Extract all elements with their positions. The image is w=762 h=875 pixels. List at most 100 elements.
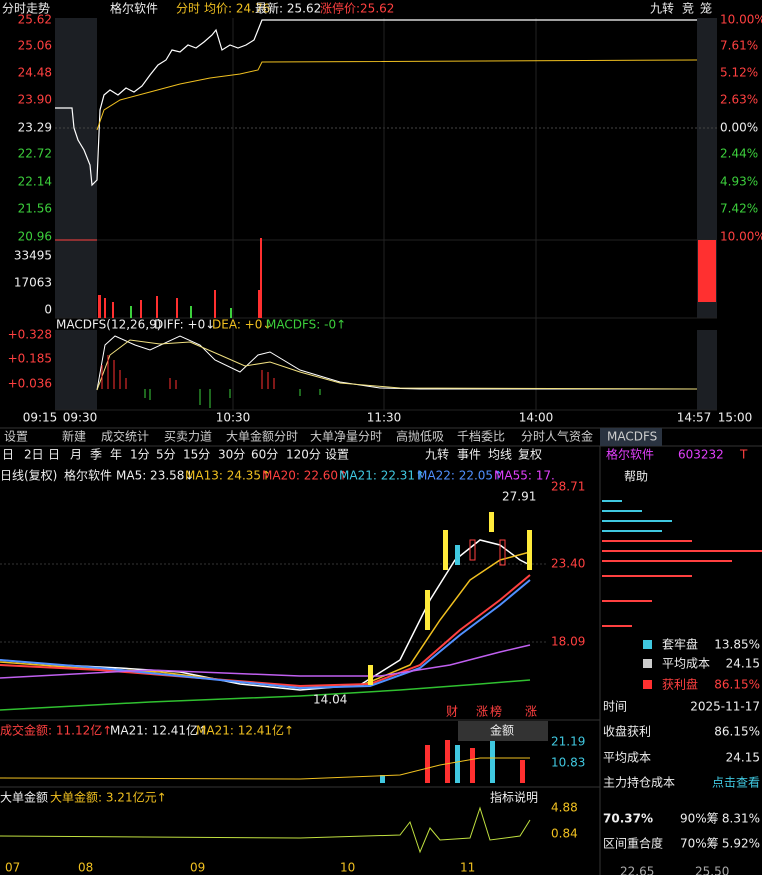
selector[interactable]: 金额 <box>490 723 514 738</box>
big-tick: 4.88 <box>551 801 578 815</box>
volume-bars-down <box>130 306 232 318</box>
pct-tick: 4.93% <box>720 175 758 189</box>
indicator-name: MACDFS(12,26,9) <box>56 318 161 332</box>
tab[interactable]: 成交统计 <box>101 429 149 444</box>
legend-item: MA13: 24.35↑ <box>185 469 271 483</box>
event-mark: 财 <box>446 705 458 719</box>
tool-button[interactable]: 竞 <box>682 2 694 16</box>
overlap-label: 区间重合度 <box>603 836 663 851</box>
pct-tick: 2.44% <box>720 147 758 161</box>
tool-button[interactable]: 九转 <box>650 1 674 16</box>
amount-tick: 10.83 <box>551 756 585 770</box>
chip-legend: 套牢盘 <box>662 637 698 652</box>
tab[interactable]: 设置 <box>4 430 28 444</box>
stat-value: 86.15% <box>714 725 760 739</box>
stat-value: 2025-11-17 <box>690 700 760 714</box>
period-button[interactable]: 季 <box>90 448 102 462</box>
stat-value[interactable]: 点击查看 <box>712 776 760 790</box>
legend-item: 格尔软件 <box>64 468 112 483</box>
period-button[interactable]: 60分 <box>251 448 278 462</box>
event-mark: 涨 <box>525 704 537 719</box>
kline-tick: 18.09 <box>551 635 585 649</box>
chip-legend-value: 86.15% <box>714 678 760 692</box>
big-tick: 0.84 <box>551 827 578 841</box>
kline-tool[interactable]: 九转 <box>425 447 449 462</box>
price-tick: 25.62 <box>18 13 52 27</box>
chip90-value: 8.31% <box>722 812 760 826</box>
pct-tick: 7.61% <box>720 39 758 53</box>
tab[interactable]: 买卖力道 <box>164 430 212 444</box>
price-tick: 23.90 <box>18 93 52 107</box>
volume-bars <box>98 238 716 318</box>
pct-tick: 5.12% <box>720 66 758 80</box>
kline-tool[interactable]: 均线 <box>488 448 512 462</box>
time-tick: 09:15 <box>23 411 58 425</box>
side-stock-code: 603232 <box>678 448 724 462</box>
help-button[interactable]: 指标说明 <box>490 790 538 805</box>
ma-green <box>0 679 531 711</box>
legend-item: MA5: 23.58↓ <box>116 469 194 483</box>
period-button[interactable]: 30分 <box>218 448 245 462</box>
price-tick: 20.96 <box>18 230 52 244</box>
time-tick: 15:00 <box>718 411 753 425</box>
dropdown[interactable] <box>458 721 548 741</box>
volume-tick: 33495 <box>14 249 52 263</box>
amount-value: 成交金额: 11.12亿↑ <box>0 723 112 738</box>
mode: 分时 <box>176 2 200 16</box>
price-tick: 25.06 <box>18 39 52 53</box>
avg-price: 均价: 24.76 <box>204 2 270 16</box>
tool-button[interactable]: 笼 <box>700 1 712 16</box>
overlap-value: 70.37% <box>603 812 653 826</box>
big-amount-value: 大单金额: 3.21亿元↑ <box>50 790 167 805</box>
period-button[interactable]: 设置 <box>325 448 349 462</box>
amount-bars <box>425 740 525 783</box>
tab[interactable]: 千档委比 <box>457 430 505 444</box>
period-button[interactable]: 15分 <box>183 448 210 462</box>
pct-tick: 2.63% <box>720 93 758 107</box>
average-line <box>96 59 698 131</box>
tab[interactable]: 高抛低吸 <box>396 429 444 444</box>
price-tick: 21.56 <box>18 202 52 216</box>
help[interactable]: 帮助 <box>624 470 648 484</box>
price-tick: 22.72 <box>18 147 52 161</box>
period-button[interactable]: 年 <box>110 448 122 462</box>
chip70-label: 70%筹 <box>680 837 719 851</box>
period-button[interactable]: 1分 <box>130 448 150 462</box>
tab[interactable]: 新建 <box>62 429 86 444</box>
kline-tick: 28.71 <box>551 480 585 494</box>
pct-tick: 7.42% <box>720 202 758 216</box>
month-tick: 11 <box>460 861 475 875</box>
period-button[interactable]: 5分 <box>156 448 176 462</box>
period-button[interactable]: 2日 <box>24 448 44 462</box>
pct-tick: 0.00% <box>720 121 758 135</box>
tab[interactable]: 分时人气资金 <box>521 429 593 444</box>
price-tick: 24.48 <box>18 66 52 80</box>
volume-tick: 17063 <box>14 276 52 290</box>
period-button[interactable]: 日 <box>2 448 14 462</box>
period-button[interactable]: 120分 <box>286 448 321 462</box>
postclose-area <box>697 330 717 410</box>
tab[interactable]: 大单净量分时 <box>310 430 382 444</box>
active-tab <box>600 428 662 446</box>
stat-label: 平均成本 <box>603 751 651 765</box>
side-stock-name: 格尔软件 <box>606 447 654 462</box>
month-tick: 08 <box>78 861 93 875</box>
chip90-label: 90%筹 <box>680 812 719 826</box>
legend-item: MA20: 22.60↑ <box>262 469 348 483</box>
period-button[interactable]: 日 <box>48 448 60 462</box>
tab[interactable]: 大单金额分时 <box>226 429 298 444</box>
amount-ma: MA21: 12.41亿↑ <box>110 723 208 738</box>
chip-legend: 获利盘 <box>662 677 698 692</box>
kline-tool[interactable]: 复权 <box>518 448 542 462</box>
pct-tick: 10.00% <box>720 13 762 27</box>
kline-tool[interactable]: 事件 <box>457 448 481 462</box>
macd-tick: +0.036 <box>8 377 52 391</box>
tab[interactable]: MACDFS <box>607 430 657 444</box>
legend-item: 日线(复权) <box>0 469 57 483</box>
stat-label: 收盘获利 <box>603 724 651 739</box>
period-button[interactable]: 月 <box>70 448 82 462</box>
time-tick: 14:57 <box>677 411 712 425</box>
stat-label: 时间 <box>603 700 627 714</box>
